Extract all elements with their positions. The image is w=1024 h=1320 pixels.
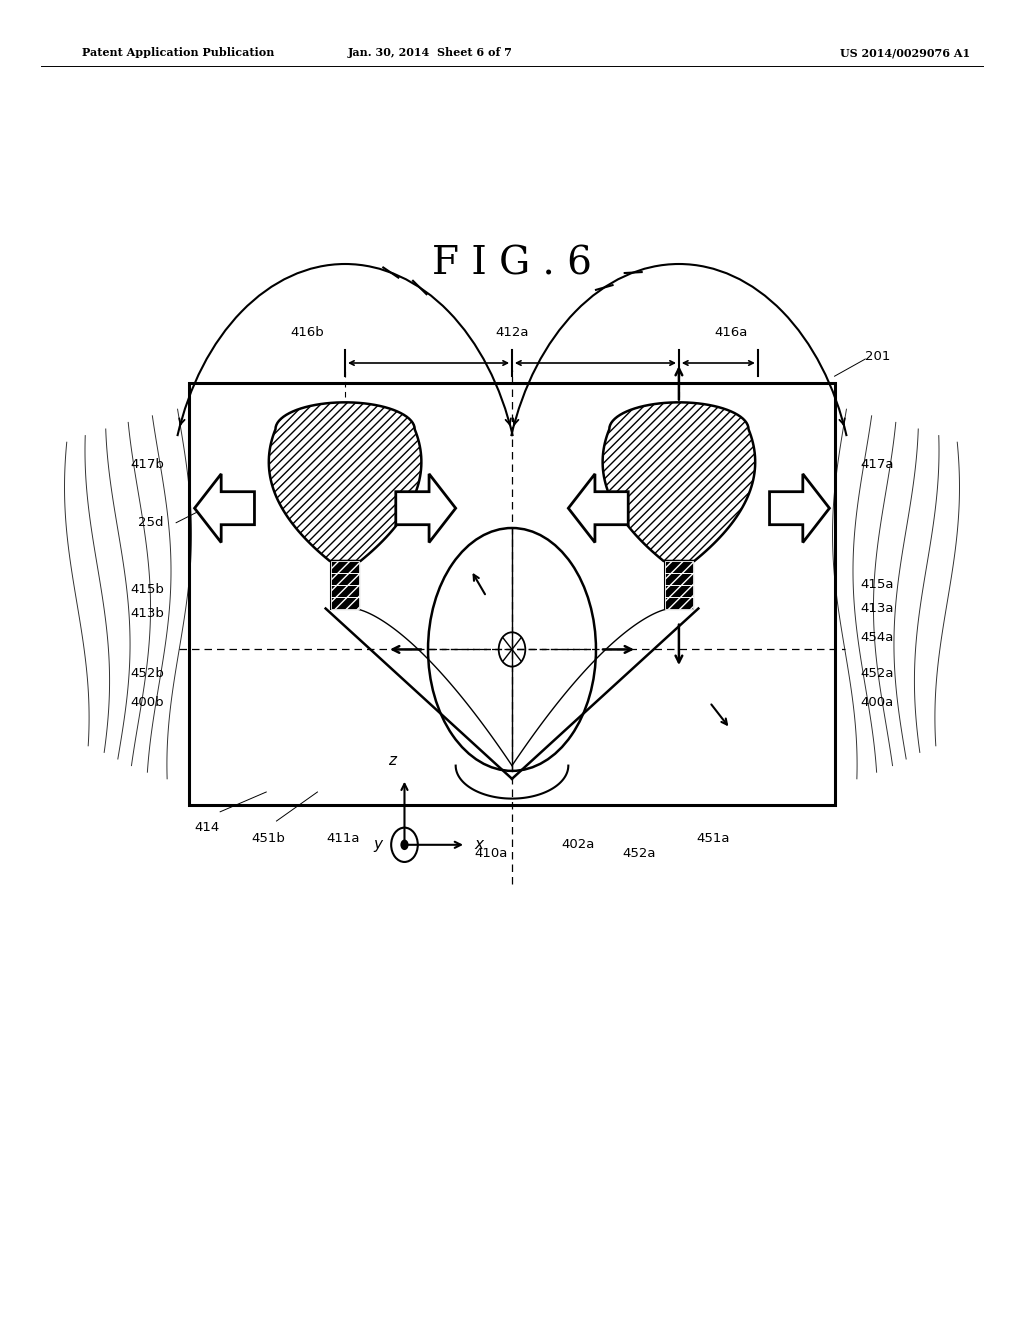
Polygon shape (603, 403, 755, 561)
Text: Jan. 30, 2014  Sheet 6 of 7: Jan. 30, 2014 Sheet 6 of 7 (347, 48, 513, 58)
Text: Patent Application Publication: Patent Application Publication (82, 48, 274, 58)
Text: 452a: 452a (860, 667, 894, 680)
Bar (665, 561, 693, 609)
Bar (331, 561, 359, 609)
Polygon shape (195, 474, 254, 543)
Polygon shape (568, 474, 629, 543)
Text: 402a: 402a (561, 838, 595, 851)
Text: 412a: 412a (496, 326, 528, 339)
Text: 414: 414 (195, 821, 220, 834)
Text: 416b: 416b (291, 326, 325, 339)
Polygon shape (770, 474, 829, 543)
Text: 410a: 410a (474, 847, 508, 861)
Text: 400b: 400b (130, 696, 164, 709)
Text: 451a: 451a (696, 832, 730, 845)
Text: 416a: 416a (715, 326, 749, 339)
Text: y: y (373, 837, 382, 853)
Text: x: x (474, 837, 483, 853)
Polygon shape (269, 403, 421, 561)
Text: 451b: 451b (251, 832, 285, 845)
Text: 454a: 454a (860, 631, 894, 644)
Text: 411a: 411a (327, 832, 359, 845)
Text: 417b: 417b (130, 458, 164, 471)
Text: 413a: 413a (860, 602, 894, 615)
Text: 25d: 25d (138, 516, 164, 529)
Text: 452b: 452b (130, 667, 164, 680)
Text: 400a: 400a (860, 696, 893, 709)
Polygon shape (395, 474, 456, 543)
Text: 201: 201 (865, 350, 891, 363)
Text: 417a: 417a (860, 458, 894, 471)
Text: F I G . 6: F I G . 6 (432, 246, 592, 282)
Text: 415b: 415b (130, 583, 164, 597)
Circle shape (400, 840, 409, 850)
Text: 413b: 413b (130, 607, 164, 620)
Bar (331, 561, 359, 609)
Text: z: z (388, 754, 396, 768)
Text: 415a: 415a (860, 578, 894, 591)
Text: US 2014/0029076 A1: US 2014/0029076 A1 (840, 48, 970, 58)
Text: 452a: 452a (623, 847, 656, 861)
Bar (665, 561, 693, 609)
